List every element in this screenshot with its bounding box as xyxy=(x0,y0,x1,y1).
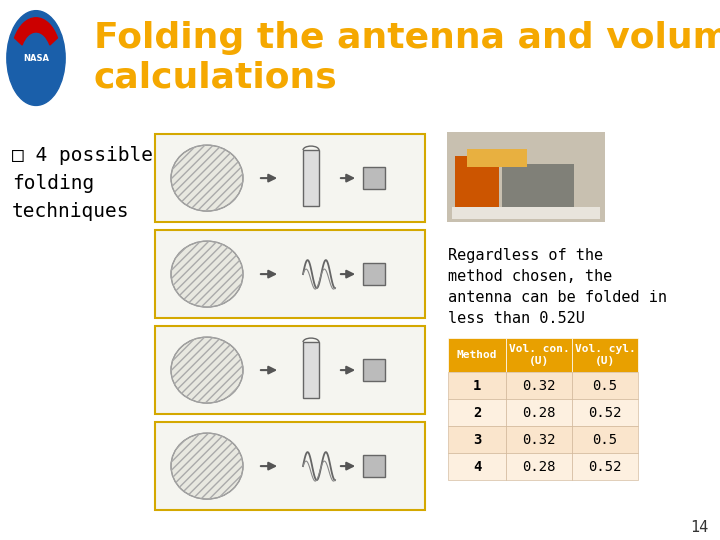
Text: 0.28: 0.28 xyxy=(522,460,556,474)
Bar xyxy=(448,426,506,453)
Text: □ 4 possible
folding
techniques: □ 4 possible folding techniques xyxy=(12,146,153,221)
Bar xyxy=(303,150,319,206)
Bar xyxy=(572,453,638,480)
Bar xyxy=(455,156,499,214)
Text: 14: 14 xyxy=(690,520,708,535)
Bar xyxy=(452,207,600,219)
Ellipse shape xyxy=(171,241,243,307)
Bar xyxy=(155,134,425,222)
Bar xyxy=(502,164,574,210)
Bar xyxy=(447,132,605,222)
Text: 0.5: 0.5 xyxy=(593,379,618,393)
Bar xyxy=(303,342,319,398)
Bar xyxy=(448,399,506,426)
Text: 0.32: 0.32 xyxy=(522,379,556,393)
Text: Method: Method xyxy=(456,350,498,360)
Text: 0.32: 0.32 xyxy=(522,433,556,447)
Bar xyxy=(506,426,572,453)
Bar xyxy=(363,359,385,381)
Text: Regardless of the
method chosen, the
antenna can be folded in
less than 0.52U: Regardless of the method chosen, the ant… xyxy=(448,248,667,326)
Text: 0.5: 0.5 xyxy=(593,433,618,447)
Bar xyxy=(363,455,385,477)
Bar xyxy=(448,453,506,480)
Bar xyxy=(506,372,572,399)
Bar xyxy=(506,453,572,480)
Bar xyxy=(506,338,572,372)
Text: Folding the antenna and volume
calculations: Folding the antenna and volume calculati… xyxy=(94,22,720,94)
Bar xyxy=(448,372,506,399)
Bar xyxy=(572,426,638,453)
Bar xyxy=(363,167,385,189)
Text: 0.52: 0.52 xyxy=(588,460,622,474)
Bar xyxy=(155,326,425,414)
Bar xyxy=(572,338,638,372)
Text: 0.28: 0.28 xyxy=(522,406,556,420)
Text: 3: 3 xyxy=(473,433,481,447)
Circle shape xyxy=(7,11,66,105)
Bar xyxy=(363,263,385,285)
Bar xyxy=(467,149,527,167)
Ellipse shape xyxy=(171,145,243,211)
Wedge shape xyxy=(14,18,58,45)
Bar xyxy=(506,399,572,426)
Bar xyxy=(448,338,506,372)
Text: 2: 2 xyxy=(473,406,481,420)
Bar xyxy=(155,422,425,510)
Text: Vol. con.
(U): Vol. con. (U) xyxy=(508,345,570,366)
Bar xyxy=(155,230,425,318)
Bar xyxy=(572,372,638,399)
Text: NASA: NASA xyxy=(23,53,49,63)
Text: 4: 4 xyxy=(473,460,481,474)
Bar xyxy=(572,399,638,426)
Text: 0.52: 0.52 xyxy=(588,406,622,420)
Text: Vol. cyl.
(U): Vol. cyl. (U) xyxy=(575,345,635,366)
Text: 1: 1 xyxy=(473,379,481,393)
Ellipse shape xyxy=(171,433,243,499)
Ellipse shape xyxy=(171,337,243,403)
